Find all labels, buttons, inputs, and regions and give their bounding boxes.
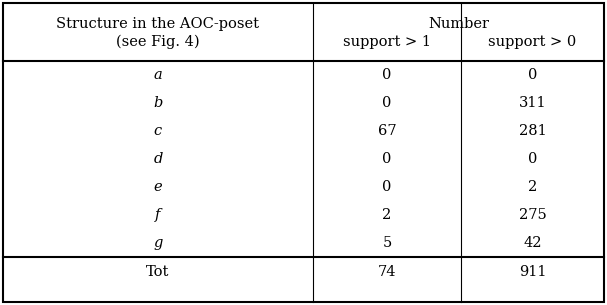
Text: support > 1: support > 1 <box>343 35 431 49</box>
Text: 0: 0 <box>382 152 392 166</box>
Text: Structure in the AOC-poset: Structure in the AOC-poset <box>56 17 260 31</box>
Text: 911: 911 <box>519 265 546 279</box>
Text: 281: 281 <box>518 124 546 138</box>
Text: g: g <box>154 236 163 250</box>
Text: f: f <box>155 208 161 222</box>
Text: 0: 0 <box>382 96 392 110</box>
Text: 0: 0 <box>382 68 392 82</box>
Text: 74: 74 <box>378 265 396 279</box>
Text: (see Fig. 4): (see Fig. 4) <box>116 35 200 49</box>
Text: 311: 311 <box>519 96 546 110</box>
Text: 67: 67 <box>378 124 396 138</box>
Text: 5: 5 <box>382 236 392 250</box>
Text: Tot: Tot <box>146 265 170 279</box>
Text: 0: 0 <box>528 68 537 82</box>
Text: support > 0: support > 0 <box>489 35 577 49</box>
Text: b: b <box>154 96 163 110</box>
Text: 42: 42 <box>523 236 542 250</box>
Text: Number: Number <box>428 17 489 31</box>
Text: 275: 275 <box>518 208 546 222</box>
Text: 0: 0 <box>528 152 537 166</box>
Text: 2: 2 <box>528 180 537 194</box>
Text: a: a <box>154 68 163 82</box>
Text: 2: 2 <box>382 208 392 222</box>
Text: 0: 0 <box>382 180 392 194</box>
Text: d: d <box>154 152 163 166</box>
Text: c: c <box>154 124 162 138</box>
Text: e: e <box>154 180 162 194</box>
